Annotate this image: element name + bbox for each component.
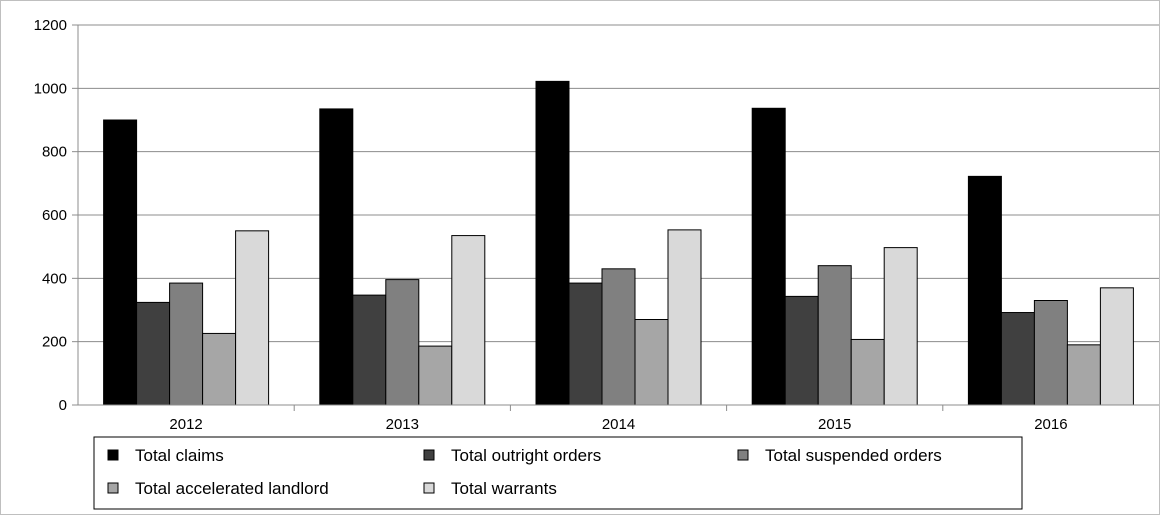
legend-swatch <box>423 449 435 461</box>
bar-total-accelerated-landlord-2014 <box>634 319 669 406</box>
bar-total-suspended-orders-2014 <box>601 268 636 406</box>
y-tick-label: 800 <box>42 144 67 161</box>
legend-swatch <box>107 449 119 461</box>
bar-total-accelerated-landlord-2012 <box>202 332 237 406</box>
bar-total-outright-orders-2014 <box>568 282 603 406</box>
bar-total-accelerated-landlord-2016 <box>1066 344 1101 406</box>
legend-label: Total claims <box>135 446 224 465</box>
y-tick-label: 1200 <box>34 17 67 34</box>
y-tick-labels: 0 200 400 600 800 1000 1200 <box>34 17 67 414</box>
x-tick-label: 2015 <box>818 416 851 433</box>
bar-total-claims-2013 <box>319 108 354 406</box>
y-tick-label: 200 <box>42 334 67 351</box>
x-tick-label: 2014 <box>602 416 635 433</box>
bar-total-warrants-2013 <box>451 235 486 406</box>
bar-total-accelerated-landlord-2013 <box>418 345 453 406</box>
legend-swatch <box>737 449 749 461</box>
y-tick-label: 600 <box>42 207 67 224</box>
bars <box>103 80 1134 406</box>
legend-swatch <box>423 482 435 494</box>
bar-total-claims-2014 <box>535 80 570 406</box>
bar-total-suspended-orders-2015 <box>817 265 852 406</box>
x-tick-label: 2012 <box>169 416 202 433</box>
bar-total-outright-orders-2015 <box>784 295 819 406</box>
x-tick-label: 2013 <box>386 416 419 433</box>
x-tick-labels: 2012 2013 2014 2015 2016 <box>169 416 1067 433</box>
x-tick-label: 2016 <box>1034 416 1067 433</box>
bar-total-suspended-orders-2013 <box>385 279 420 406</box>
bar-total-claims-2012 <box>103 119 138 406</box>
legend-swatch <box>107 482 119 494</box>
bar-total-warrants-2015 <box>883 247 918 406</box>
bar-total-warrants-2016 <box>1099 287 1134 406</box>
bar-total-outright-orders-2013 <box>352 294 387 406</box>
bar-total-suspended-orders-2012 <box>169 282 204 406</box>
legend: Total claims Total outright orders Total s… <box>93 436 1023 510</box>
y-tick-label: 1000 <box>34 80 67 97</box>
legend-label: Total warrants <box>451 479 557 498</box>
y-tick-label: 400 <box>42 270 67 287</box>
bar-total-suspended-orders-2016 <box>1033 300 1068 406</box>
y-tick-label: 0 <box>59 397 67 414</box>
bar-total-warrants-2014 <box>667 229 702 406</box>
bar-total-accelerated-landlord-2015 <box>850 338 885 406</box>
bar-total-outright-orders-2012 <box>136 301 171 406</box>
bar-total-warrants-2012 <box>235 230 270 406</box>
axes <box>72 24 1159 411</box>
legend-box <box>93 436 1023 510</box>
legend-label: Total outright orders <box>451 446 601 465</box>
legend-label: Total suspended orders <box>765 446 942 465</box>
bar-total-claims-2016 <box>967 175 1002 406</box>
legend-label: Total accelerated landlord <box>135 479 329 498</box>
bar-total-outright-orders-2016 <box>1000 312 1035 406</box>
bar-total-claims-2015 <box>751 107 786 406</box>
